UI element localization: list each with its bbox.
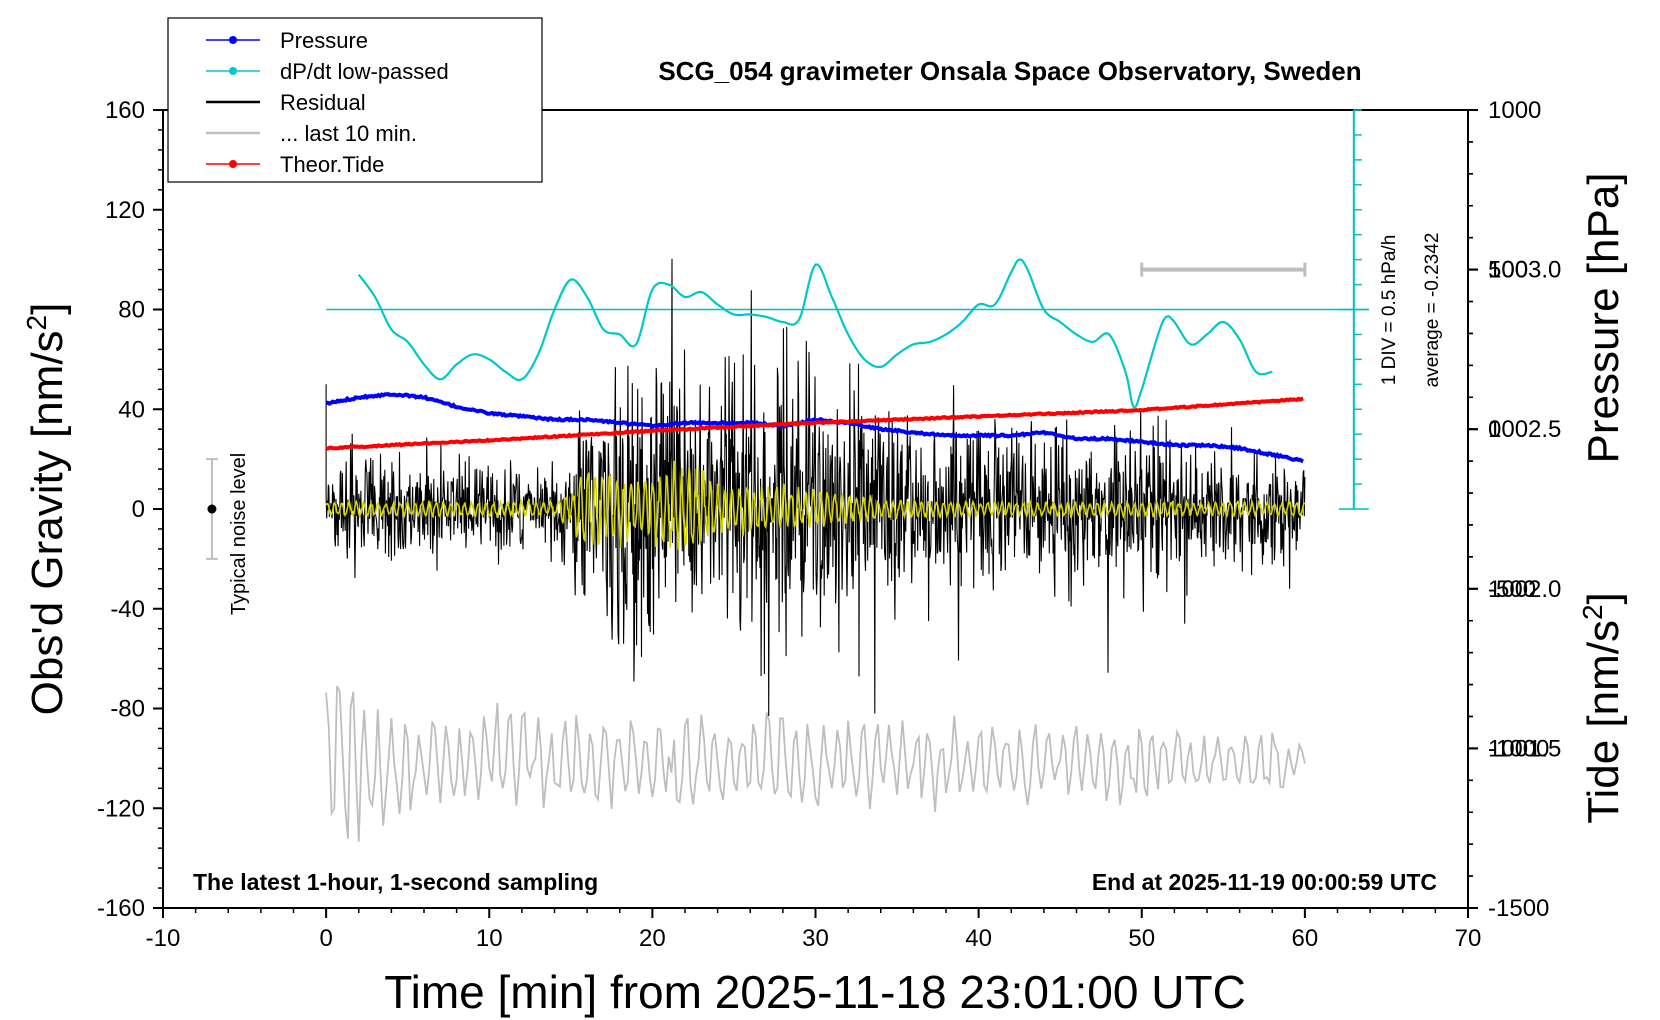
series-layer — [205, 258, 1307, 842]
x-tick-label: 60 — [1292, 925, 1319, 952]
tide-axis-label: Tide [nm/s2] — [1577, 592, 1628, 824]
footer-left: The latest 1-hour, 1-second sampling — [193, 869, 598, 895]
x-tick-label: 70 — [1455, 925, 1482, 952]
tide-tick-label: -500 — [1488, 576, 1536, 603]
legend: Pressure dP/dt low-passed Residual ... last… — [167, 17, 543, 183]
gravity-axis-label-sup: 2 — [21, 315, 52, 331]
last-10-min-line — [325, 685, 1306, 842]
gravity-tick-label: 0 — [132, 496, 145, 523]
x-tick-label: 10 — [476, 925, 503, 952]
gravity-axis-label-end: ] — [23, 303, 72, 315]
gravity-tick-label: -80 — [110, 696, 145, 723]
tide-tick-label: 1000 — [1488, 97, 1541, 124]
tide-axis-label-end: ] — [1579, 592, 1628, 604]
x-tick-label: 40 — [965, 925, 992, 952]
gravity-tick-label: 80 — [118, 297, 145, 324]
legend-label: Pressure — [280, 28, 368, 53]
gravity-tick-label: -40 — [110, 596, 145, 623]
tide-axis-label-sup: 2 — [1577, 604, 1608, 620]
tide-tick-label: -1500 — [1488, 895, 1549, 922]
pressure-tick-label: 1003.0 — [1488, 257, 1561, 284]
x-tick-label: -10 — [146, 925, 181, 952]
x-tick-label: 30 — [802, 925, 829, 952]
chart-title: SCG_054 gravimeter Onsala Space Observat… — [658, 56, 1361, 86]
pressure-tick-label: 1002.0 — [1488, 576, 1561, 603]
tide-tick-label: -1000 — [1488, 735, 1549, 762]
x-tick-label: 0 — [319, 925, 332, 952]
legend-box — [167, 17, 543, 183]
residual-lowpass-line — [325, 460, 1306, 550]
legend-label: Residual — [280, 90, 366, 115]
average-label: average = -0.2342 — [1422, 233, 1443, 388]
legend-dot — [229, 67, 237, 75]
x-axis-label: Time [min] from 2025-11-18 23:01:00 UTC — [384, 966, 1246, 1018]
noise-dot — [207, 504, 217, 514]
noise-label: Typical noise level — [228, 453, 250, 615]
gravity-tick-label: -120 — [97, 795, 145, 822]
residual-line — [325, 258, 1306, 717]
pressure-line — [326, 392, 1304, 464]
tide-tick-label: 500 — [1488, 257, 1528, 284]
dpdt-line — [357, 258, 1273, 409]
theor-tide-line — [325, 396, 1304, 451]
div-label: 1 DIV = 0.5 hPa/h — [1379, 235, 1400, 386]
legend-label: Theor.Tide — [280, 152, 384, 177]
gravity-tick-label: 120 — [105, 197, 145, 224]
gravity-axis-label-main: Obs'd Gravity [nm/s — [23, 330, 72, 715]
x-tick-label: 20 — [639, 925, 666, 952]
pressure-tick-label: 1002.5 — [1488, 416, 1561, 443]
x-tick-label: 50 — [1128, 925, 1155, 952]
footer-right: End at 2025-11-19 00:00:59 UTC — [1092, 869, 1437, 895]
legend-dot — [229, 160, 237, 168]
legend-label: dP/dt low-passed — [280, 59, 449, 84]
gravity-tick-label: 160 — [105, 97, 145, 124]
pressure-axis-label: Pressure [hPa] — [1579, 172, 1628, 463]
axes-layer — [153, 109, 1478, 918]
gravity-tick-label: -160 — [97, 895, 145, 922]
tide-tick-label: 0 — [1488, 416, 1501, 443]
gravity-tick-label: 40 — [118, 396, 145, 423]
tide-axis-label-main: Tide [nm/s — [1579, 620, 1628, 824]
legend-dot — [229, 36, 237, 44]
gravity-axis-label: Obs'd Gravity [nm/s2] — [21, 303, 72, 716]
legend-label: ... last 10 min. — [280, 121, 417, 146]
pressure-tick-label: 1001.5 — [1488, 735, 1561, 762]
text-layer: -10 0 10 20 30 40 50 60 7016012080400-40-80-120-… — [21, 56, 1628, 1018]
